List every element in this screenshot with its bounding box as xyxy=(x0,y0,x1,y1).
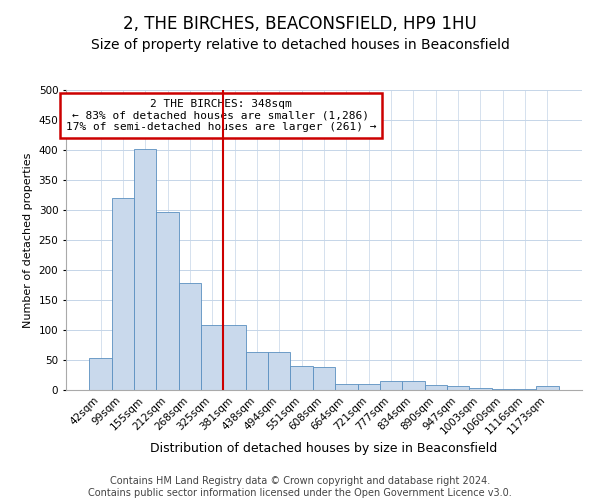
Text: 2 THE BIRCHES: 348sqm
← 83% of detached houses are smaller (1,286)
17% of semi-d: 2 THE BIRCHES: 348sqm ← 83% of detached … xyxy=(65,99,376,132)
Bar xyxy=(290,366,313,390)
Bar xyxy=(313,367,335,390)
Bar xyxy=(134,150,157,390)
Bar xyxy=(157,212,179,390)
Bar xyxy=(335,384,358,390)
Bar xyxy=(447,386,469,390)
Bar xyxy=(469,388,491,390)
Text: Contains HM Land Registry data © Crown copyright and database right 2024.
Contai: Contains HM Land Registry data © Crown c… xyxy=(88,476,512,498)
Bar xyxy=(358,384,380,390)
Text: Size of property relative to detached houses in Beaconsfield: Size of property relative to detached ho… xyxy=(91,38,509,52)
Text: 2, THE BIRCHES, BEACONSFIELD, HP9 1HU: 2, THE BIRCHES, BEACONSFIELD, HP9 1HU xyxy=(123,15,477,33)
Bar xyxy=(223,325,246,390)
Bar xyxy=(201,325,223,390)
Bar xyxy=(425,384,447,390)
Bar xyxy=(246,352,268,390)
Bar xyxy=(89,358,112,390)
X-axis label: Distribution of detached houses by size in Beaconsfield: Distribution of detached houses by size … xyxy=(151,442,497,455)
Bar xyxy=(402,381,425,390)
Bar xyxy=(268,352,290,390)
Bar xyxy=(380,381,402,390)
Bar xyxy=(112,198,134,390)
Bar xyxy=(536,386,559,390)
Bar xyxy=(179,283,201,390)
Y-axis label: Number of detached properties: Number of detached properties xyxy=(23,152,33,328)
